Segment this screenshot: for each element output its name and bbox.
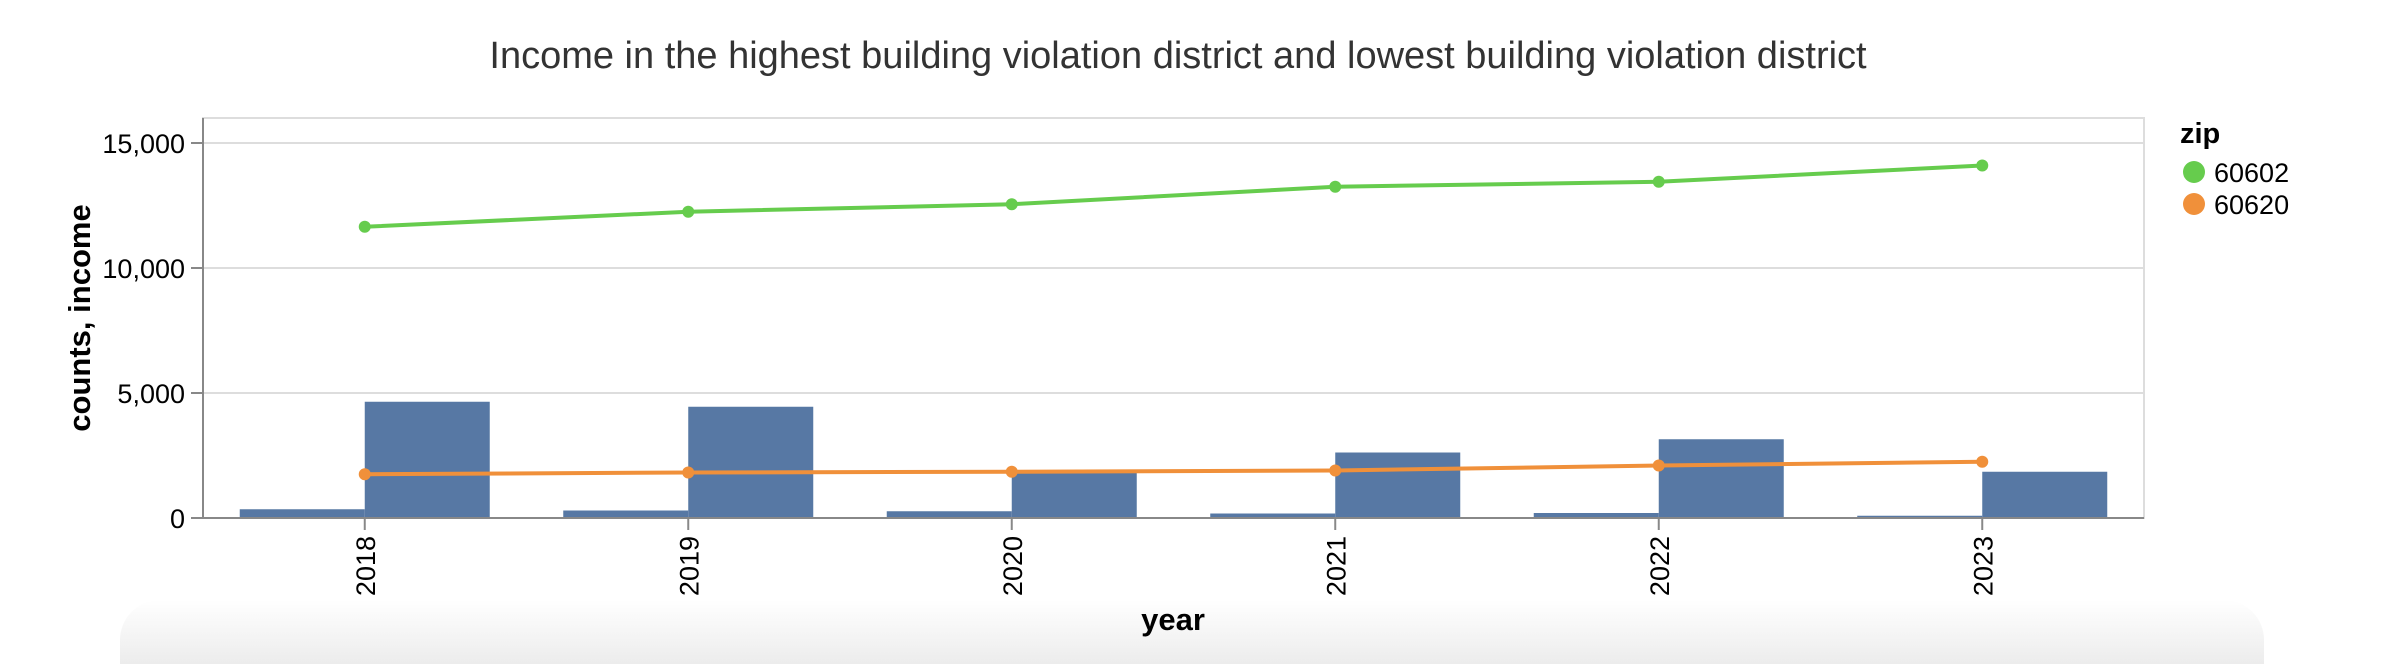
line-point [1652,175,1665,188]
x-tick-label: 2021 [1321,536,1351,596]
y-axis: 0 5,000 10,000 15,000 [102,129,203,534]
bar [239,509,365,518]
legend-swatch [2183,193,2205,215]
bar [1011,471,1137,518]
x-tick-label: 2023 [1968,536,1998,596]
gridlines [203,142,2144,394]
line-point [1329,180,1342,193]
legend-label: 60602 [2214,158,2289,188]
line-point [1652,459,1665,472]
bottom-shadow [120,600,2264,664]
bar [1210,513,1336,518]
bar [364,401,490,518]
x-axis: 2018 2019 2020 2021 2022 2023 [351,518,1998,596]
line-point [1005,465,1018,478]
y-tick-label: 0 [170,504,185,534]
x-tick-label: 2022 [1645,536,1675,596]
plot-frame [202,117,2145,519]
line-point [1329,464,1342,477]
bar [1533,513,1659,518]
bar [1658,439,1784,518]
bar [1857,515,1983,518]
y-tick-label: 5,000 [117,379,185,409]
line-point [1976,455,1989,468]
x-tick-label: 2020 [998,536,1028,596]
y-tick-label: 15,000 [102,129,185,159]
x-tick-label: 2019 [674,536,704,596]
chart-title: Income in the highest building violation… [489,35,1867,77]
line-point [682,466,695,479]
line-point [358,220,371,233]
line-point [1976,159,1989,172]
y-tick-label: 10,000 [102,254,185,284]
lines-layer [358,159,1989,481]
bar [688,406,814,518]
legend-swatch [2183,161,2205,183]
legend-title: zip [2180,118,2220,150]
x-tick-label: 2018 [351,536,381,596]
line-series [364,459,1983,477]
line-point [682,205,695,218]
bar [1982,471,2108,518]
line-series [364,163,1983,229]
line-point [358,468,371,481]
line-point [1005,198,1018,211]
bars-layer [239,401,2108,518]
bar [1335,452,1461,518]
legend-label: 60620 [2214,190,2289,220]
x-axis-label: year [1141,602,1205,637]
bar [563,510,689,518]
bar [886,511,1012,518]
y-axis-label: counts, income [62,204,97,431]
